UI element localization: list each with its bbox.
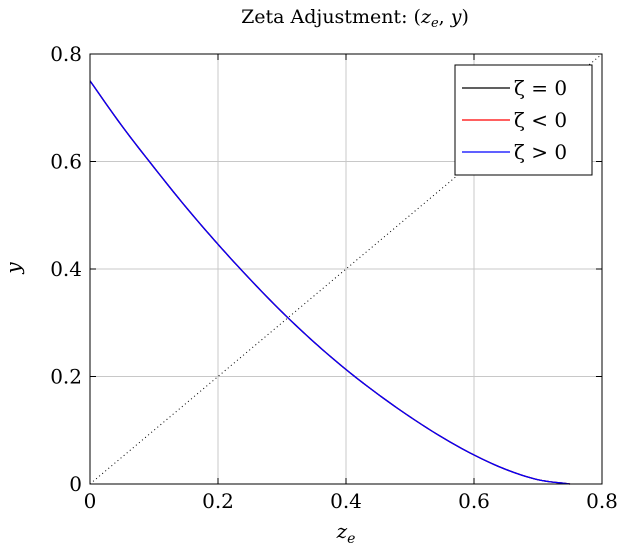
legend-label-1: ζ < 0 [514, 108, 567, 132]
legend-label-2: ζ > 0 [514, 140, 567, 164]
chart-title: Zeta Adjustment: (ze, y) [241, 6, 469, 31]
x-tick-label: 0.6 [458, 489, 490, 513]
y-tick-label: 0.4 [50, 257, 82, 281]
y-axis-label: y [1, 262, 25, 275]
series-group [89, 80, 571, 485]
legend: ζ = 0 ζ < 0 ζ > 0 [454, 64, 593, 176]
x-tick-label: 0 [84, 489, 97, 513]
y-tick-label: 0.2 [50, 365, 82, 389]
series-line-2 [89, 80, 571, 485]
y-tick-label: 0.6 [50, 150, 82, 174]
x-tick-label: 0.2 [202, 489, 234, 513]
x-tick-label: 0.4 [330, 489, 362, 513]
x-tick-label: 0.8 [586, 489, 618, 513]
legend-label-0: ζ = 0 [514, 76, 567, 100]
tick-group: 0 0.2 0.4 0.6 0.8 0 0.2 0.4 0.6 0.8 [50, 42, 618, 513]
y-tick-label: 0 [69, 472, 82, 496]
y-tick-label: 0.8 [50, 42, 82, 66]
x-axis-label: ze [336, 519, 356, 547]
